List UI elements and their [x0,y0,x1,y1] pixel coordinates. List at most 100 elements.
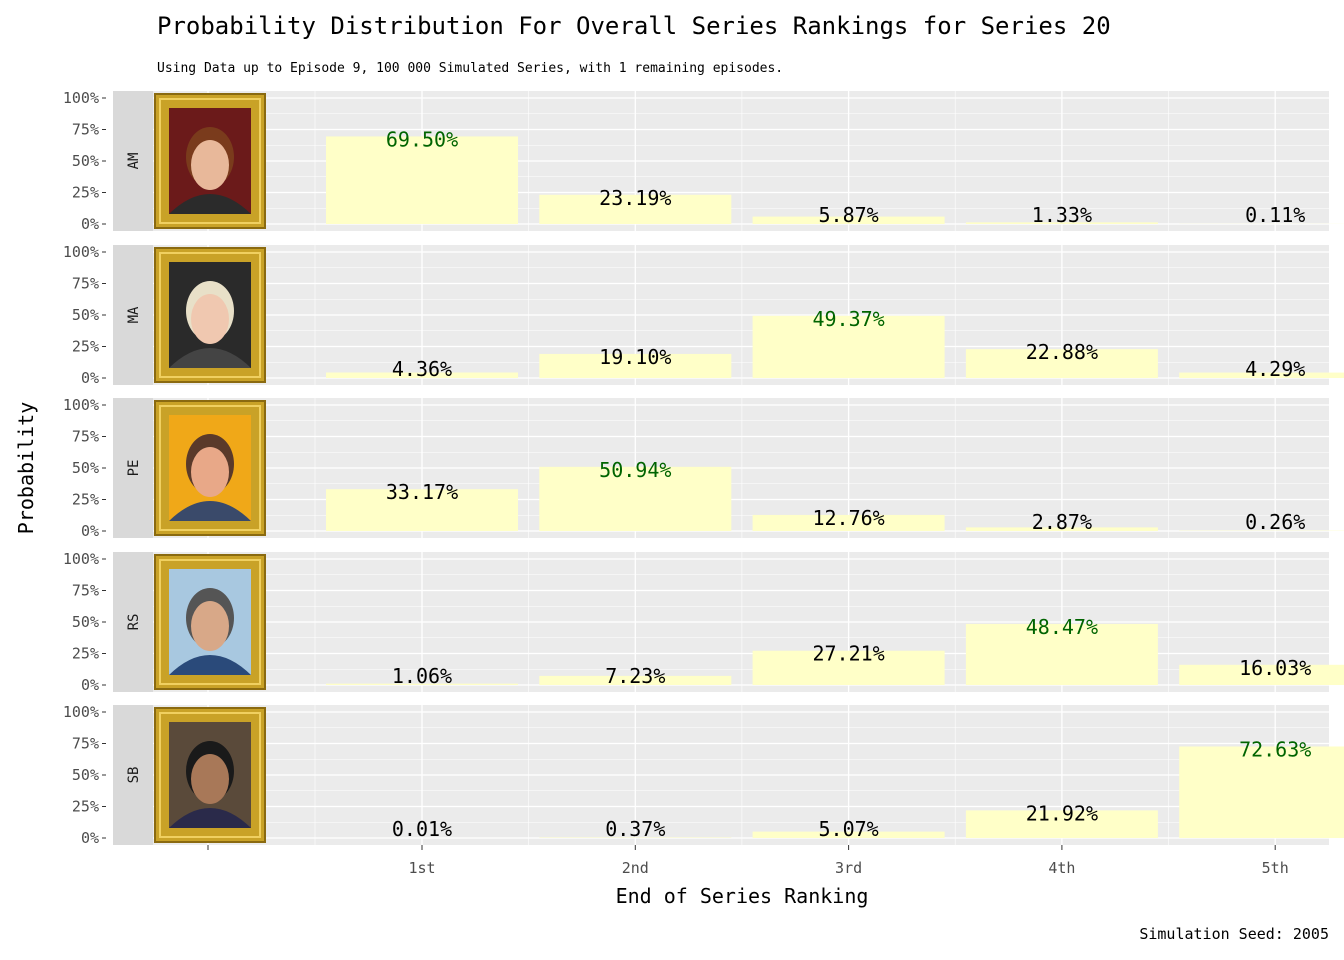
y-tick-label: 25% [72,338,99,356]
facet-panel-am: AM 0% 25% 50% 75% 100% 69.50% 23.19% 5.87% 1.33% 0… [63,89,1344,233]
facet-panel-pe: PE 0% 25% 50% 75% 100% 33.17% 50.94% 12.76% 2.87%… [63,396,1344,540]
data-label-am-4th: 1.33% [1032,203,1092,227]
facet-strip-label: AM [126,153,142,170]
y-axis-title: Probability [14,402,38,534]
portrait-shoulders [169,808,251,828]
bar-ma-5th [1179,372,1344,378]
x-tick-label: 5th [1262,859,1289,877]
data-label-rs-3rd: 27.21% [812,642,884,666]
facet-panels: AM 0% 25% 50% 75% 100% 69.50% 23.19% 5.87% 1.33% 0… [63,89,1344,847]
bar-pe-3rd [752,514,945,531]
portrait-face [191,754,229,804]
facet-strip-label: RS [126,614,142,631]
y-tick-label: 0% [81,829,99,847]
data-label-am-5th: 0.11% [1245,203,1305,227]
facet-strip [113,398,153,538]
contestant-portrait-rs [154,554,266,690]
data-label-rs-2nd: 7.23% [605,664,665,688]
data-label-rs-5th: 16.03% [1239,656,1311,680]
bar-rs-2nd [539,675,732,685]
y-tick-label: 50% [72,152,99,170]
gold-frame-inner [159,98,261,224]
bar-ma-3rd [752,315,945,378]
chart-title: Probability Distribution For Overall Ser… [157,12,1111,40]
portrait-shoulders [169,194,251,214]
portrait-face [191,140,229,190]
facet-panel-sb: SB 0% 25% 50% 75% 100% 0.01% 0.37% 5.07% 21.92% 72… [63,703,1344,847]
data-label-rs-4th: 48.47% [1026,615,1098,639]
facet-strip [113,705,153,845]
x-tick-label: 3rd [835,859,862,877]
gold-frame-inner [159,712,261,838]
contestant-portrait-ma [154,247,266,383]
bar-ma-2nd [539,353,732,378]
data-label-sb-3rd: 5.07% [818,817,878,841]
portrait-shoulders [169,501,251,521]
y-tick-label: 25% [72,184,99,202]
y-tick-label: 100% [63,703,99,721]
y-tick-label: 75% [72,428,99,446]
portrait-face [191,601,229,651]
bar-pe-1st [326,489,518,531]
bar-sb-4th [965,810,1158,838]
bar-ma-4th [965,349,1158,378]
bar-ma-1st [326,372,518,378]
contestant-portrait-pe [154,400,266,536]
y-tick-label: 100% [63,396,99,414]
bar-rs-3rd [752,650,945,685]
data-label-sb-5th: 72.63% [1239,737,1311,761]
bar-rs-5th [1179,664,1344,685]
portrait-shoulders [169,348,251,368]
facet-strip [113,245,153,385]
x-tick-label: 1st [408,859,435,877]
data-label-pe-4th: 2.87% [1032,510,1092,534]
y-tick-label: 0% [81,676,99,694]
gold-frame-inner [159,559,261,685]
y-tick-label: 75% [72,121,99,139]
data-label-pe-1st: 33.17% [386,480,458,504]
data-label-pe-5th: 0.26% [1245,510,1305,534]
portrait-face [191,447,229,497]
data-label-am-3rd: 5.87% [818,203,878,227]
x-tick-label: 4th [1048,859,1075,877]
gold-frame-inner [159,252,261,378]
bar-sb-3rd [752,831,945,838]
y-tick-label: 75% [72,275,99,293]
bar-rs-1st [326,683,518,685]
data-label-sb-1st: 0.01% [392,817,452,841]
data-label-ma-5th: 4.29% [1245,357,1305,381]
data-label-am-2nd: 23.19% [599,186,671,210]
bar-pe-2nd [539,466,732,531]
facet-strip [113,552,153,692]
y-tick-label: 100% [63,550,99,568]
facet-panel-ma: MA 0% 25% 50% 75% 100% 4.36% 19.10% 49.37% 22.88%… [63,243,1344,387]
facet-strip-label: PE [126,460,142,477]
data-label-ma-1st: 4.36% [392,357,452,381]
y-tick-label: 50% [72,613,99,631]
bar-pe-4th [965,527,1158,531]
bar-am-2nd [539,194,732,224]
y-tick-label: 50% [72,459,99,477]
y-tick-label: 25% [72,491,99,509]
y-tick-label: 75% [72,582,99,600]
contestant-portrait-am [154,93,266,229]
y-tick-label: 0% [81,369,99,387]
facet-strip [113,91,153,231]
x-axis-ticks: 1st 2nd 3rd 4th 5th [207,845,1289,877]
data-label-ma-2nd: 19.10% [599,345,671,369]
facet-strip-label: MA [126,306,142,323]
y-tick-label: 0% [81,215,99,233]
data-label-sb-4th: 21.92% [1026,801,1098,825]
y-tick-label: 25% [72,798,99,816]
bar-am-3rd [752,216,945,224]
y-tick-label: 100% [63,243,99,261]
chart-caption: Simulation Seed: 2005 [1139,925,1329,943]
y-tick-label: 50% [72,306,99,324]
portrait-face [191,294,229,344]
data-label-pe-2nd: 50.94% [599,458,671,482]
y-tick-label: 0% [81,522,99,540]
bar-sb-5th [1179,746,1344,838]
data-label-ma-4th: 22.88% [1026,340,1098,364]
portrait-shoulders [169,655,251,675]
